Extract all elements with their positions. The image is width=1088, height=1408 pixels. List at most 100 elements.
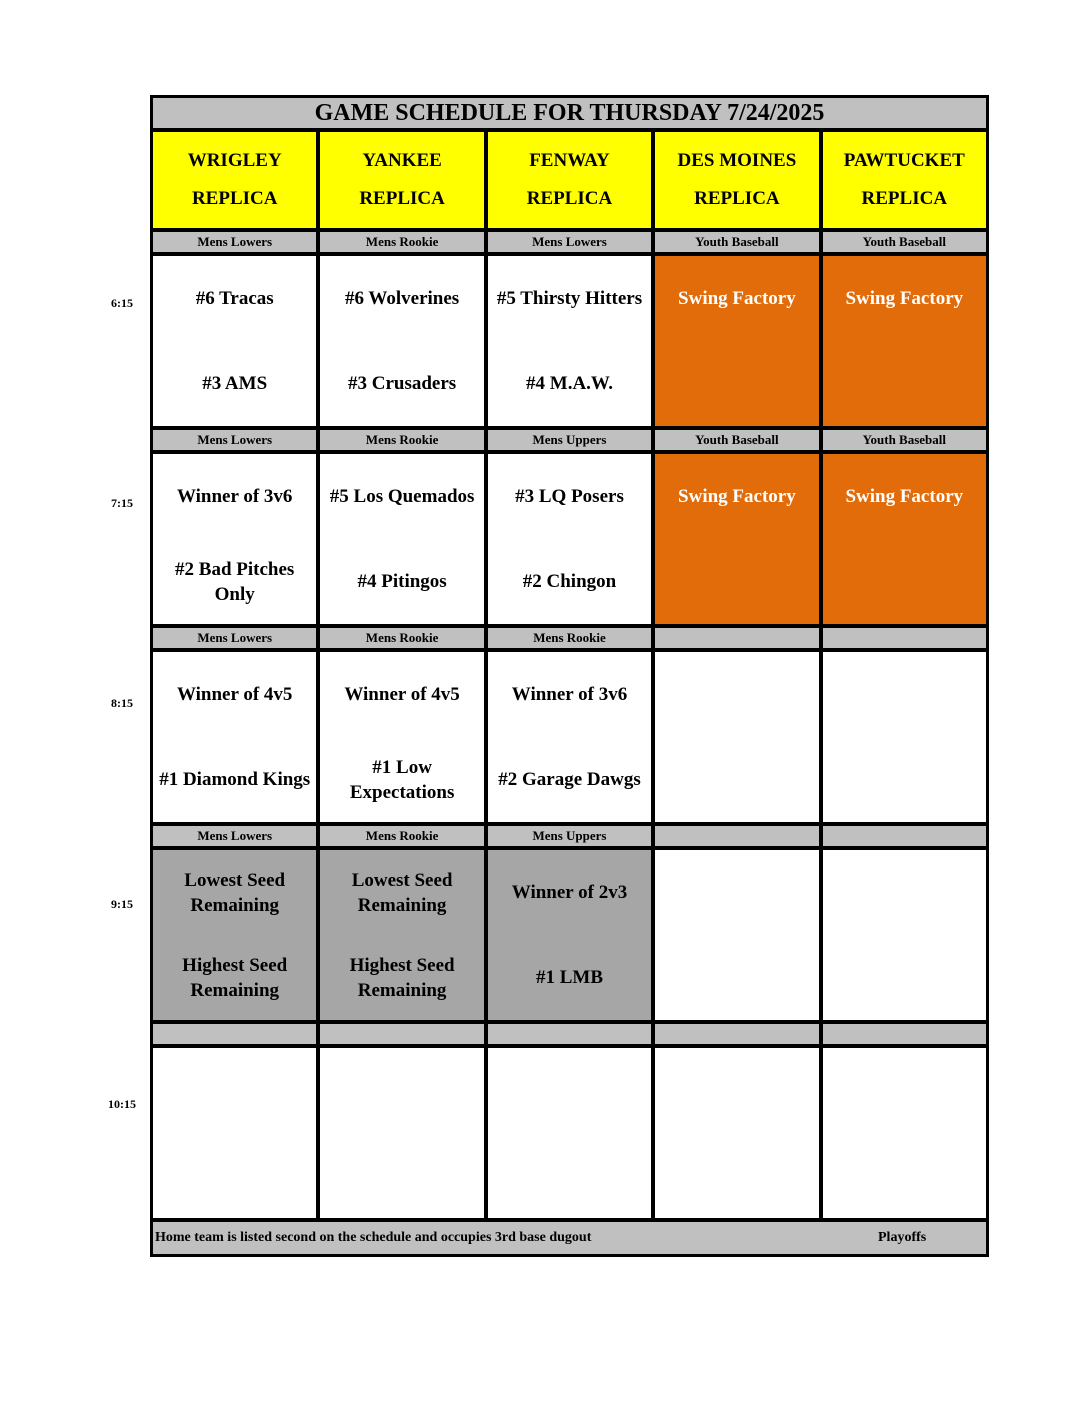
field-header: WRIGLEY REPLICA xyxy=(153,132,317,228)
division-label: Mens Lowers xyxy=(487,232,652,252)
away-team xyxy=(823,1048,986,1133)
away-team: #6 Tracas xyxy=(195,288,274,309)
away-team: #6 Wolverines xyxy=(345,288,460,309)
home-team: #3 AMS xyxy=(202,373,268,394)
division-label xyxy=(655,628,819,648)
division-label xyxy=(822,628,986,648)
home-team xyxy=(823,539,986,624)
field-name: WRIGLEY xyxy=(187,150,282,171)
field-header: YANKEE REPLICA xyxy=(320,132,484,228)
division-label: Mens Rookie xyxy=(320,232,484,252)
division-label: Mens Lowers xyxy=(153,430,317,450)
home-team: #4 Pitingos xyxy=(357,571,447,592)
home-team xyxy=(655,737,818,822)
home-team: #2 Chingon xyxy=(522,571,617,592)
game-cell: Winner of 3v6 #2 Garage Dawgs xyxy=(487,652,652,822)
home-team xyxy=(823,935,986,1020)
away-team: Lowest Seed Remaining xyxy=(351,869,453,916)
division-label xyxy=(822,1024,986,1044)
game-cell xyxy=(320,1048,484,1218)
division-label: Mens Rookie xyxy=(487,628,652,648)
division-label: Mens Uppers xyxy=(487,826,652,846)
game-cell xyxy=(153,1048,317,1218)
game-cell: Swing Factory xyxy=(655,256,819,426)
away-team: Lowest Seed Remaining xyxy=(184,869,286,916)
game-cell: Winner of 4v5 #1 Diamond Kings xyxy=(153,652,317,822)
home-team xyxy=(823,737,986,822)
away-team xyxy=(153,1048,316,1133)
away-team: Winner of 4v5 xyxy=(344,684,460,705)
time-slot-label: 7:15 xyxy=(111,496,133,510)
division-label: Mens Rookie xyxy=(320,826,484,846)
home-team: #1 Low Expectations xyxy=(349,756,455,803)
away-team: #5 Thirsty Hitters xyxy=(496,288,643,309)
home-team xyxy=(655,935,818,1020)
game-cell xyxy=(487,1048,652,1218)
away-team: Swing Factory xyxy=(845,288,964,309)
playoffs-label: Playoffs xyxy=(878,1230,927,1245)
field-subname: REPLICA xyxy=(526,188,613,209)
away-team: Swing Factory xyxy=(678,486,796,507)
game-cell xyxy=(822,850,986,1020)
game-cell: Winner of 3v6 #2 Bad Pitches Only xyxy=(153,454,317,624)
division-label xyxy=(320,1024,484,1044)
away-team xyxy=(488,1048,651,1133)
division-label: Mens Rookie xyxy=(320,628,484,648)
home-team xyxy=(823,341,986,426)
division-label: Mens Lowers xyxy=(153,628,317,648)
home-team xyxy=(153,1133,316,1218)
away-team xyxy=(823,850,986,935)
away-team: Winner of 2v3 xyxy=(511,882,628,903)
game-cell xyxy=(822,652,986,822)
time-slot-label: 9:15 xyxy=(111,897,133,911)
away-team xyxy=(655,652,818,737)
away-team: Swing Factory xyxy=(678,288,796,309)
home-team: #2 Bad Pitches Only xyxy=(175,558,295,605)
field-subname: REPLICA xyxy=(861,188,948,209)
division-label: Mens Lowers xyxy=(153,826,317,846)
game-cell xyxy=(655,652,819,822)
field-subname: REPLICA xyxy=(694,188,780,209)
game-cell: Winner of 4v5 #1 Low Expectations xyxy=(320,652,484,822)
home-team: Highest Seed Remaining xyxy=(349,954,455,1001)
time-slot-label: 6:15 xyxy=(111,296,133,310)
game-cell: #6 Wolverines #3 Crusaders xyxy=(320,256,484,426)
home-team: #1 Diamond Kings xyxy=(159,769,311,790)
home-team: #1 LMB xyxy=(535,967,603,988)
division-label: Youth Baseball xyxy=(822,430,986,450)
division-label xyxy=(655,826,819,846)
game-cell: #5 Thirsty Hitters #4 M.A.W. xyxy=(487,256,652,426)
away-team: Winner of 4v5 xyxy=(176,684,293,705)
division-label xyxy=(487,1024,652,1044)
home-team xyxy=(823,1133,986,1218)
division-label: Youth Baseball xyxy=(655,232,819,252)
away-team xyxy=(655,850,818,935)
home-team: #2 Garage Dawgs xyxy=(498,769,641,790)
field-header: FENWAY REPLICA xyxy=(487,132,652,228)
game-cell: Swing Factory xyxy=(822,256,986,426)
away-team xyxy=(823,652,986,737)
home-team: #4 M.A.W. xyxy=(526,373,613,394)
away-team: #3 LQ Posers xyxy=(515,486,624,507)
game-cell xyxy=(655,1048,819,1218)
footer-row: Home team is listed second on the schedu… xyxy=(153,1222,986,1254)
game-cell: Swing Factory xyxy=(655,454,819,624)
game-cell: #6 Tracas #3 AMS xyxy=(153,256,317,426)
time-slot-label: 10:15 xyxy=(108,1097,136,1111)
division-label xyxy=(655,1024,819,1044)
time-slot-label: 8:15 xyxy=(111,696,133,710)
home-team-note: Home team is listed second on the schedu… xyxy=(155,1230,592,1245)
field-name: DES MOINES xyxy=(677,150,797,171)
division-label: Youth Baseball xyxy=(822,232,986,252)
game-cell: Lowest Seed Remaining Highest Seed Remain… xyxy=(153,850,317,1020)
game-cell: Lowest Seed Remaining Highest Seed Remain… xyxy=(320,850,484,1020)
schedule-table: GAME SCHEDULE FOR THURSDAY 7/24/2025 WRI… xyxy=(150,95,989,1257)
away-team: Winner of 3v6 xyxy=(176,486,293,507)
field-name: FENWAY xyxy=(529,150,610,171)
division-label: Mens Uppers xyxy=(487,430,652,450)
field-subname: REPLICA xyxy=(359,188,445,209)
home-team: #3 Crusaders xyxy=(347,373,457,394)
field-name: YANKEE xyxy=(362,150,442,171)
division-label: Youth Baseball xyxy=(655,430,819,450)
away-team: #5 Los Quemados xyxy=(329,486,475,507)
